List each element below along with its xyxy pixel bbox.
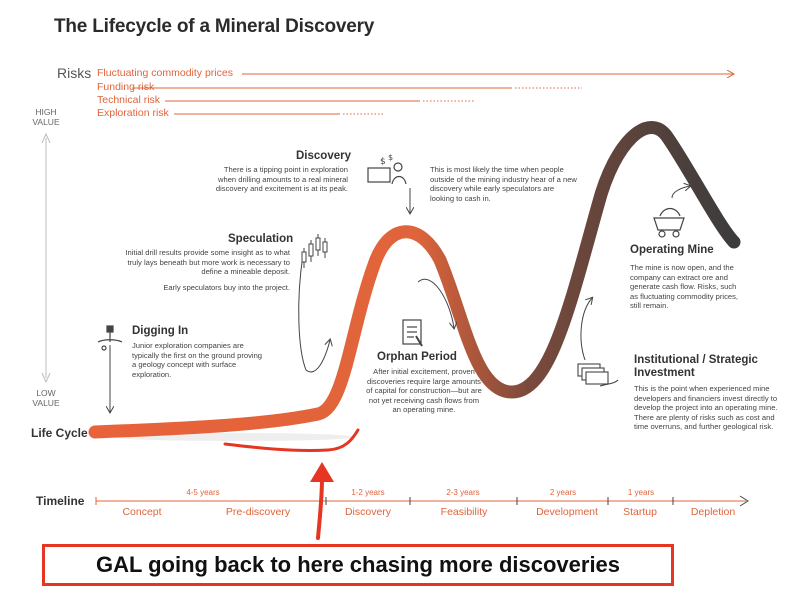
candlestick-icon	[301, 234, 328, 268]
pointer-arrows	[110, 186, 690, 412]
mine-cart-icon	[653, 207, 685, 238]
risk-exploration: Exploration risk	[97, 107, 169, 119]
timeline-label: Timeline	[36, 494, 85, 508]
duration-startup: 1 years	[627, 488, 655, 497]
orphan-period-desc: After initial excitement, proven discove…	[366, 367, 482, 415]
money-stack-icon	[577, 363, 619, 387]
phase-development: Development	[536, 506, 598, 518]
low-value-label: LOW VALUE	[32, 388, 60, 408]
digging-in-desc: Junior exploration companies are typical…	[132, 341, 263, 379]
digging-in-title: Digging In	[132, 325, 189, 337]
operating-mine-title: Operating Mine	[630, 244, 714, 256]
duration-discovery: 1-2 years	[351, 488, 385, 497]
risk-funding: Funding risk	[97, 81, 155, 93]
value-axis	[41, 132, 51, 384]
phase-prediscovery: Pre-discovery	[225, 506, 291, 518]
svg-text:$: $	[388, 153, 393, 162]
lifecycle-curve	[88, 121, 741, 439]
high-value-label: HIGH VALUE	[32, 107, 60, 127]
duration-development: 2 years	[549, 488, 577, 497]
discovery-title: Discovery	[296, 150, 351, 162]
phase-feasibility: Feasibility	[440, 506, 488, 518]
risks-label: Risks	[57, 65, 92, 81]
risk-lines	[132, 74, 733, 115]
phase-depletion: Depletion	[690, 506, 736, 518]
phase-discovery: Discovery	[344, 506, 392, 518]
discovery-desc: There is a tipping point in exploration …	[215, 165, 348, 194]
institutional-title: Institutional / Strategic Investment	[634, 354, 758, 379]
risk-commodity-prices: Fluctuating commodity prices	[97, 67, 233, 79]
pickaxe-person-icon	[97, 325, 123, 351]
speculation-title: Speculation	[228, 233, 294, 245]
operating-mine-desc: The mine is now open, and the company ca…	[630, 263, 739, 311]
orphan-period-title: Orphan Period	[377, 351, 457, 363]
lifecycle-label: Life Cycle	[31, 426, 88, 440]
desk-person-icon: $ $	[367, 153, 407, 185]
page-title: The Lifecycle of a Mineral Discovery	[54, 16, 375, 37]
duration-concept-prediscovery: 4-5 years	[186, 488, 220, 497]
timeline-axis	[95, 495, 749, 507]
red-annotation	[223, 428, 360, 540]
institutional-desc: This is the point when experienced mine …	[634, 384, 778, 432]
speculation-desc-2: Early speculators buy into the project.	[163, 283, 290, 292]
duration-feasibility: 2-3 years	[446, 488, 480, 497]
svg-text:$: $	[380, 157, 386, 167]
speculation-desc: Initial drill results provide some insig…	[125, 248, 290, 277]
phase-concept: Concept	[122, 506, 162, 518]
checklist-icon	[402, 319, 423, 347]
risk-technical: Technical risk	[97, 94, 161, 106]
callout-box: GAL going back to here chasing more disc…	[42, 544, 674, 586]
discovery-side-note: This is most likely the time when people…	[430, 165, 577, 203]
phase-startup: Startup	[623, 506, 657, 518]
